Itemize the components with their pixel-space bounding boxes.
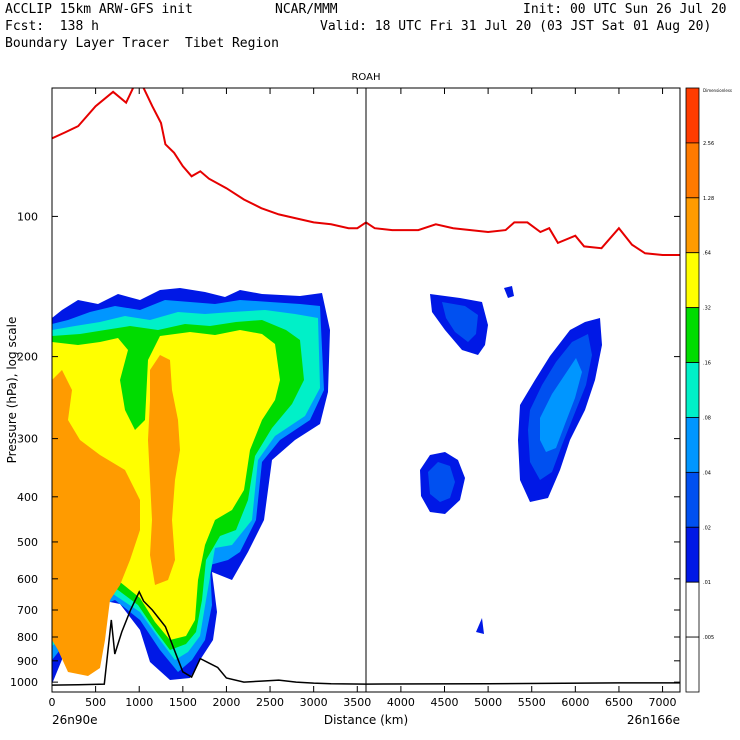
model-title: ACCLIP 15km ARW-GFS init [5, 2, 193, 17]
y-tick-label: 100 [17, 210, 38, 223]
x-tick-label: 1000 [125, 696, 153, 709]
y-tick-label: 800 [17, 631, 38, 644]
colorbar-swatch [685, 417, 700, 473]
plot-frame [51, 87, 681, 693]
y-axis-label: Pressure (hPa), log scale [5, 317, 19, 464]
y-tick-label: 500 [17, 536, 38, 549]
x-axis-label: Distance (km) [324, 713, 408, 727]
x-tick-label: 500 [85, 696, 106, 709]
x-tick-label: 2500 [256, 696, 284, 709]
colorbar-swatch [685, 362, 700, 418]
x-tick-label: 4500 [431, 696, 459, 709]
x-end-label: 26n166e [627, 713, 680, 727]
colorbar-swatch [685, 581, 700, 638]
colorbar-swatch [685, 252, 700, 309]
tracer-title: Boundary Layer Tracer Tibet Region [5, 36, 279, 51]
plume-left-band-8 [52, 390, 62, 440]
forecast-hour: Fcst: 138 h [5, 19, 99, 34]
colorbar-level-label: .01 [703, 580, 711, 586]
series-line-0 [52, 88, 680, 256]
colorbar-swatch [685, 197, 700, 254]
x-tick-label: 6000 [561, 696, 589, 709]
y-tick-label: 900 [17, 655, 38, 668]
x-tick-label: 0 [49, 696, 56, 709]
colorbar-level-label: .32 [703, 306, 711, 312]
x-tick-label: 2000 [212, 696, 240, 709]
plume-right-e [476, 618, 484, 634]
colorbar-swatch [685, 471, 700, 528]
init-time: Init: 00 UTC Sun 26 Jul 20 [523, 2, 727, 17]
x-tick-label: 1500 [169, 696, 197, 709]
x-tick-label: 4000 [387, 696, 415, 709]
x-tick-label: 5000 [474, 696, 502, 709]
chart-title: ROAH [351, 72, 380, 83]
colorbar-swatch [685, 87, 700, 144]
colorbar: 2.56 1.28 .64 .32 .16 .08 .04 .02 .01 .005 [685, 87, 714, 693]
plume-left-band-6 [52, 370, 140, 676]
y-tick-label: 300 [17, 433, 38, 446]
colorbar-level-label: .005 [703, 635, 714, 641]
y-tick-label: 700 [17, 604, 38, 617]
center-label: NCAR/MMM [275, 2, 338, 17]
colorbar-title: Dimensionless [703, 88, 732, 93]
x-tick-label: 3500 [343, 696, 371, 709]
colorbar-level-label: .16 [703, 361, 711, 367]
tracer-plumes [52, 286, 602, 684]
plume-right-a-inner [442, 302, 478, 342]
colorbar-swatch [685, 526, 700, 583]
x-tick-label: 6500 [605, 696, 633, 709]
plume-left-band-7 [148, 355, 180, 585]
series-line-1 [52, 590, 680, 686]
colorbar-swatch [685, 636, 700, 693]
y-tick-label: 400 [17, 491, 38, 504]
plume-right-c-inner [428, 462, 455, 502]
y-tick-label: 200 [17, 351, 38, 364]
plume-right-d [504, 286, 514, 298]
y-tick-label: 600 [17, 573, 38, 586]
colorbar-level-label: 1.28 [703, 196, 714, 202]
colorbar-level-label: .02 [703, 525, 711, 531]
colorbar-level-label: .64 [703, 251, 711, 257]
colorbar-swatch [685, 307, 700, 363]
x-tick-label: 5500 [518, 696, 546, 709]
colorbar-swatch [685, 142, 700, 199]
x-tick-label: 3000 [300, 696, 328, 709]
x-start-label: 26n90e [52, 713, 98, 727]
y-tick-label: 1000 [10, 676, 38, 689]
plume-right-b-inner [540, 358, 582, 452]
valid-time: Valid: 18 UTC Fri 31 Jul 20 (03 JST Sat … [320, 19, 712, 34]
colorbar-level-label: .04 [703, 470, 711, 476]
colorbar-level-label: 2.56 [703, 141, 714, 147]
colorbar-level-label: .08 [703, 415, 711, 421]
x-tick-label: 7000 [649, 696, 677, 709]
